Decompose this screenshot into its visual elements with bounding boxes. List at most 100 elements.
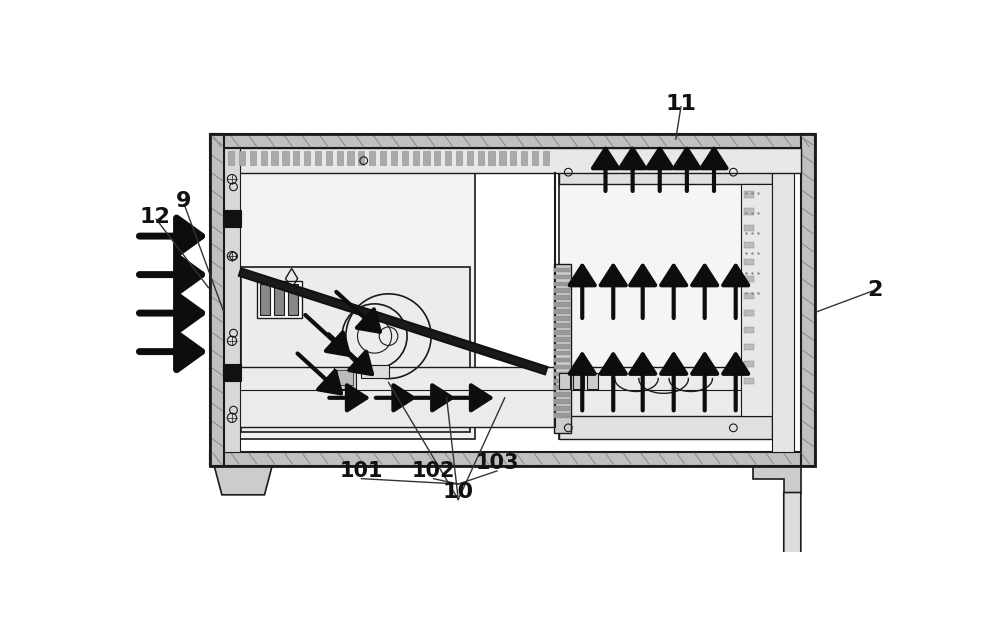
Text: 9: 9 <box>175 192 191 211</box>
Bar <box>554 323 570 328</box>
Bar <box>559 161 772 184</box>
Bar <box>554 413 570 418</box>
Bar <box>250 151 256 166</box>
Bar <box>478 151 484 166</box>
Bar <box>554 358 570 362</box>
Bar <box>744 208 754 215</box>
Bar <box>223 364 241 381</box>
Polygon shape <box>214 466 272 495</box>
Text: 2: 2 <box>868 280 883 300</box>
Bar <box>488 151 495 166</box>
Bar <box>337 370 353 386</box>
Bar <box>210 452 815 466</box>
Bar <box>554 379 570 383</box>
Text: 102: 102 <box>412 461 455 481</box>
Text: 11: 11 <box>666 94 697 113</box>
Bar <box>744 310 754 316</box>
Bar <box>554 371 570 376</box>
Bar <box>744 242 754 249</box>
Bar <box>293 151 299 166</box>
Bar <box>744 378 754 384</box>
Bar <box>554 264 571 433</box>
Bar <box>801 135 815 466</box>
Bar <box>288 284 298 314</box>
Bar <box>554 295 570 300</box>
Bar <box>744 192 754 198</box>
Bar <box>228 151 234 166</box>
Bar <box>413 151 419 166</box>
Bar <box>554 268 570 272</box>
Bar <box>559 373 570 389</box>
Bar <box>224 148 801 173</box>
Bar <box>361 365 388 378</box>
Bar <box>304 151 310 166</box>
Bar <box>554 406 570 411</box>
Bar <box>337 151 343 166</box>
Bar <box>554 281 570 286</box>
Bar <box>510 151 516 166</box>
Bar <box>744 276 754 282</box>
Bar <box>315 151 321 166</box>
Bar <box>210 135 224 466</box>
Bar <box>347 151 354 166</box>
Bar <box>744 327 754 333</box>
Bar <box>554 344 570 348</box>
Bar <box>391 151 397 166</box>
Bar <box>554 351 570 355</box>
Polygon shape <box>784 492 801 604</box>
Bar <box>271 151 278 166</box>
Bar <box>235 367 771 427</box>
Bar <box>744 361 754 367</box>
Bar <box>744 259 754 265</box>
Bar <box>554 365 570 370</box>
Bar <box>261 151 267 166</box>
Bar <box>434 151 440 166</box>
Bar <box>554 386 570 390</box>
Bar <box>282 151 289 166</box>
Bar <box>554 303 570 307</box>
Bar <box>369 151 375 166</box>
Bar <box>499 151 506 166</box>
Polygon shape <box>239 268 547 374</box>
Polygon shape <box>753 466 801 492</box>
Bar <box>235 161 475 440</box>
Bar <box>744 225 754 231</box>
Bar <box>334 367 356 389</box>
Bar <box>210 135 815 148</box>
Bar <box>559 161 772 440</box>
Bar <box>744 344 754 350</box>
Text: 12: 12 <box>139 207 170 227</box>
Bar <box>274 284 284 314</box>
Text: 101: 101 <box>340 461 383 481</box>
Bar <box>741 184 772 416</box>
Bar <box>402 151 408 166</box>
Bar <box>559 416 772 440</box>
Bar <box>554 316 570 321</box>
Bar <box>423 151 430 166</box>
Bar <box>772 148 794 452</box>
Bar <box>224 148 240 452</box>
Bar <box>573 373 584 389</box>
Bar <box>744 293 754 299</box>
Bar <box>326 151 332 166</box>
Bar <box>554 275 570 279</box>
Bar <box>554 399 570 404</box>
Bar <box>554 337 570 342</box>
Bar <box>467 151 473 166</box>
Text: 103: 103 <box>475 453 519 473</box>
Bar <box>554 392 570 397</box>
Bar <box>239 151 245 166</box>
Bar <box>260 284 270 314</box>
Bar <box>223 210 241 227</box>
Bar <box>554 309 570 314</box>
Bar <box>257 281 302 317</box>
Bar <box>554 330 570 335</box>
Bar <box>241 267 470 433</box>
Text: 10: 10 <box>443 482 474 502</box>
Bar <box>456 151 462 166</box>
Bar <box>210 135 815 466</box>
Bar <box>521 151 527 166</box>
Bar <box>543 151 549 166</box>
Bar <box>358 151 364 166</box>
Bar <box>532 151 538 166</box>
